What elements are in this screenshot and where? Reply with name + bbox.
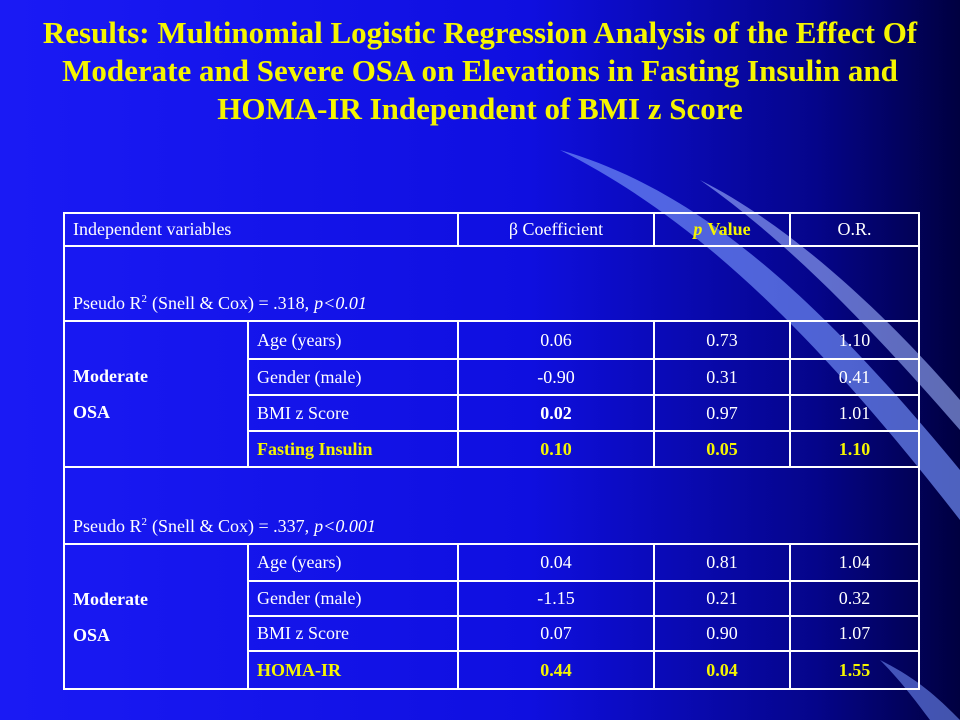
data-row: HOMA-IR 0.44 0.04 1.55 xyxy=(64,650,920,690)
value-cell: 0.04 xyxy=(653,650,791,690)
model-p: p<0.001 xyxy=(314,516,376,536)
value-cell: 0.97 xyxy=(653,394,791,432)
model-text: Pseudo R xyxy=(73,516,142,536)
value-cell: -0.90 xyxy=(457,358,655,396)
value-cell: 0.21 xyxy=(653,580,791,617)
group-label: OSA xyxy=(73,402,111,422)
value-cell: 0.32 xyxy=(789,580,920,617)
value-cell: 1.01 xyxy=(789,394,920,432)
value-cell: 1.10 xyxy=(789,320,920,360)
value-cell: 0.73 xyxy=(653,320,791,360)
header-row: Independent variables β Coefficient p Val… xyxy=(63,212,920,247)
header-cell: Independent variables xyxy=(63,212,459,247)
header-italic: p xyxy=(693,219,703,239)
variable-cell: Gender (male) xyxy=(247,580,459,617)
variable-cell: HOMA-IR xyxy=(247,650,459,690)
data-row: Moderate OSA Age (years) 0.04 0.81 1.04 xyxy=(63,543,920,690)
slide-title: Results: Multinomial Logistic Regression… xyxy=(42,15,918,126)
variable-cell: BMI z Score xyxy=(247,394,459,432)
value-cell: 0.31 xyxy=(653,358,791,396)
model-text: (Snell & Cox) = .318, xyxy=(152,293,310,313)
model-cell: Pseudo R2 (Snell & Cox) = .337, p<0.001 xyxy=(63,466,920,545)
data-row: Gender (male) -1.15 0.21 0.32 xyxy=(64,580,920,617)
group-cell: Moderate OSA xyxy=(63,543,249,690)
value-cell: 1.55 xyxy=(789,650,920,690)
value-cell: 0.06 xyxy=(457,320,655,360)
value-cell: 1.04 xyxy=(789,543,920,582)
group-label: Moderate xyxy=(73,366,148,386)
data-row: Fasting Insulin 0.10 0.05 1.10 xyxy=(64,430,920,468)
value-cell: 0.02 xyxy=(457,394,655,432)
model-p: p<0.01 xyxy=(314,293,367,313)
model-text: (Snell & Cox) = .337, xyxy=(152,516,310,536)
model-text: Pseudo R xyxy=(73,293,142,313)
header-cell: O.R. xyxy=(789,212,920,247)
value-cell: 0.90 xyxy=(653,615,791,652)
model-sup: 2 xyxy=(141,293,148,305)
group-cell: Moderate OSA xyxy=(63,320,249,468)
value-cell: 0.07 xyxy=(457,615,655,652)
value-cell: 0.05 xyxy=(653,430,791,468)
variable-cell: BMI z Score xyxy=(247,615,459,652)
model-sup: 2 xyxy=(141,516,148,528)
data-row: BMI z Score 0.02 0.97 1.01 xyxy=(64,394,920,432)
value-cell: 1.07 xyxy=(789,615,920,652)
data-row: BMI z Score 0.07 0.90 1.07 xyxy=(64,615,920,652)
header-cell: β Coefficient xyxy=(457,212,655,247)
header-cell: p Value xyxy=(653,212,791,247)
value-cell: 0.41 xyxy=(789,358,920,396)
group-label: Moderate xyxy=(73,588,148,609)
data-row: Moderate OSA Age (years) 0.06 0.73 1.10 xyxy=(63,320,920,468)
value-cell: 0.44 xyxy=(457,650,655,690)
model-row: Pseudo R2 (Snell & Cox) = .318, p<0.01 xyxy=(63,245,920,322)
value-cell: 0.81 xyxy=(653,543,791,582)
data-row: Gender (male) -0.90 0.31 0.41 xyxy=(64,358,920,396)
value-cell: -1.15 xyxy=(457,580,655,617)
model-cell: Pseudo R2 (Snell & Cox) = .318, p<0.01 xyxy=(63,245,920,322)
model-row: Pseudo R2 (Snell & Cox) = .337, p<0.001 xyxy=(63,466,920,545)
header-text: Value xyxy=(707,219,751,239)
variable-cell: Age (years) xyxy=(247,320,459,360)
results-table: Independent variables β Coefficient p Val… xyxy=(63,212,920,690)
variable-cell: Age (years) xyxy=(247,543,459,582)
value-cell: 1.10 xyxy=(789,430,920,468)
variable-cell: Fasting Insulin xyxy=(247,430,459,468)
variable-cell: Gender (male) xyxy=(247,358,459,396)
value-cell: 0.10 xyxy=(457,430,655,468)
group-label: OSA xyxy=(73,624,111,645)
value-cell: 0.04 xyxy=(457,543,655,582)
